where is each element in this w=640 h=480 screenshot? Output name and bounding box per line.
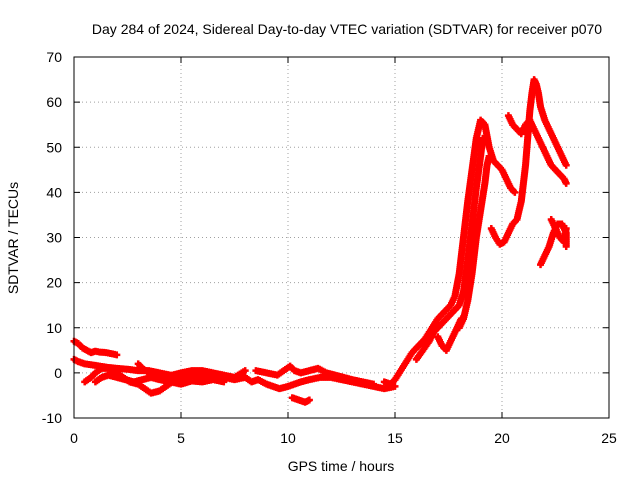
data-point [562, 224, 570, 232]
y-tick-label: 20 [46, 275, 62, 291]
data-point [562, 243, 570, 251]
x-tick-label: 5 [177, 430, 185, 446]
chart-title: Day 284 of 2024, Sidereal Day-to-day VTE… [92, 21, 602, 37]
data-point [113, 351, 121, 359]
y-axis-label: SDTVAR / TECUs [5, 182, 21, 294]
data-point [479, 134, 487, 142]
data-point [511, 188, 519, 196]
y-tick-label: 10 [46, 320, 62, 336]
data-point [220, 378, 228, 386]
axis-ticks [73, 56, 610, 419]
y-tick-label: 40 [46, 184, 62, 200]
y-tick-label: 50 [46, 139, 62, 155]
x-tick-label: 15 [387, 430, 403, 446]
data-point [391, 382, 399, 390]
x-tick-labels: 0 5 10 15 20 25 [70, 430, 617, 446]
data-point [370, 380, 378, 388]
data-point [485, 152, 493, 160]
x-tick-label: 20 [494, 430, 510, 446]
y-tick-label: 30 [46, 230, 62, 246]
x-tick-label: 25 [601, 430, 617, 446]
grid-lines [74, 57, 609, 418]
y-tick-label: 70 [46, 49, 62, 65]
x-tick-label: 10 [280, 430, 296, 446]
data-point [562, 161, 570, 169]
y-tick-labels: -10 0 10 20 30 40 50 60 70 [42, 49, 62, 426]
y-tick-label: -10 [42, 410, 62, 426]
data-point [562, 179, 570, 187]
x-axis-label: GPS time / hours [288, 458, 395, 474]
data-markers [70, 76, 570, 406]
y-tick-label: 0 [54, 365, 62, 381]
x-tick-label: 0 [70, 430, 78, 446]
data-point [305, 396, 313, 404]
y-tick-label: 60 [46, 94, 62, 110]
data-point [241, 367, 249, 375]
